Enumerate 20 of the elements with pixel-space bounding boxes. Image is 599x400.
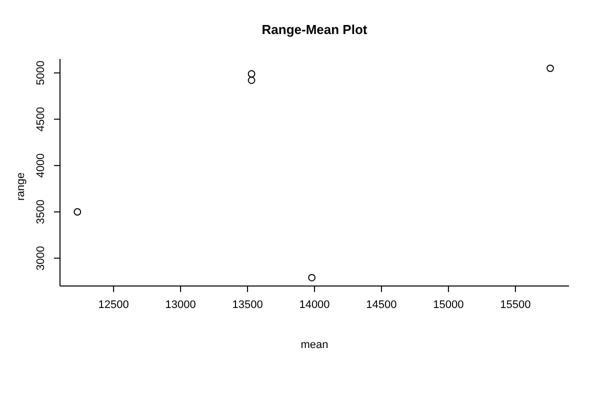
y-tick-label: 4000	[35, 153, 47, 178]
y-tick-label: 4500	[35, 106, 47, 132]
point	[248, 76, 256, 84]
x-tick-label: 13000	[165, 298, 196, 311]
chart-title: Range-Mean Plot	[260, 22, 368, 37]
point	[248, 70, 256, 78]
x-tick-label: 15500	[500, 298, 531, 311]
y-tick-label: 3500	[35, 200, 47, 224]
x-tick-label: 13500	[232, 298, 263, 311]
point	[74, 208, 82, 216]
x-axis-title: mean	[300, 338, 328, 351]
y-axis-title: range	[14, 172, 27, 201]
x-tick-label: 14500	[366, 298, 397, 311]
point	[308, 274, 316, 282]
point	[546, 64, 554, 72]
x-tick-label: 12500	[98, 298, 129, 311]
y-tick-label: 5000	[35, 60, 47, 86]
x-tick-label: 14000	[299, 298, 330, 311]
x-tick-label: 15000	[433, 298, 464, 311]
y-tick-label: 3000	[35, 246, 47, 270]
